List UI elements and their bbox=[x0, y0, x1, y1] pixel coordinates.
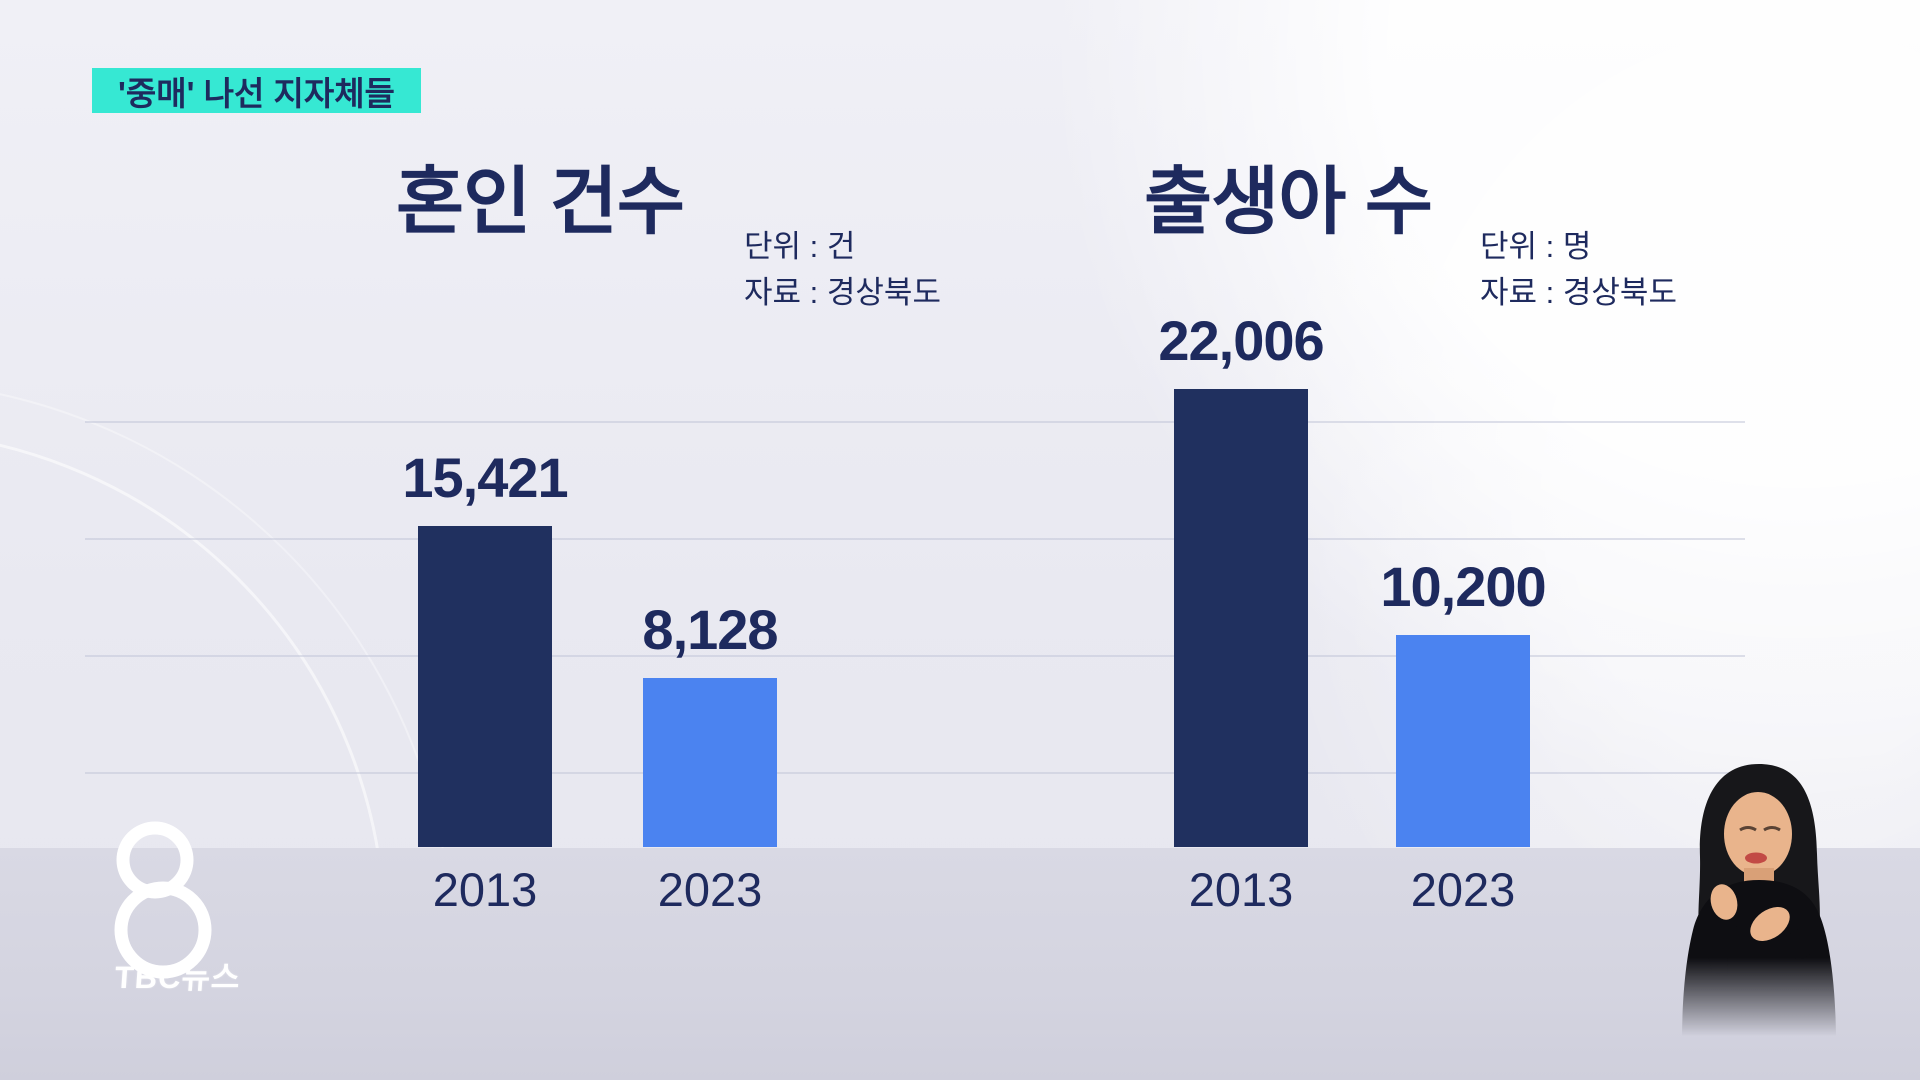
unit-label: 단위 : 명 bbox=[1480, 229, 1592, 264]
bar-value-label: 22,006 bbox=[1158, 309, 1324, 372]
gridline bbox=[85, 538, 1745, 540]
bar-value-label: 10,200 bbox=[1380, 555, 1546, 618]
bar-marriages-2023 bbox=[643, 678, 777, 847]
bar-value-label: 15,421 bbox=[402, 446, 568, 509]
bar-column-births-2013: 22,006 bbox=[1131, 308, 1351, 847]
source-label: 자료 : 경상북도 bbox=[1480, 275, 1677, 310]
bar-marriages-2013 bbox=[418, 526, 552, 847]
unit-label: 단위 : 건 bbox=[744, 229, 856, 264]
interpreter-arm bbox=[1782, 922, 1820, 960]
bar-births-2023 bbox=[1396, 635, 1530, 847]
source-label: 자료 : 경상북도 bbox=[744, 275, 941, 310]
interpreter-body bbox=[1682, 880, 1836, 1042]
interpreter-face bbox=[1724, 792, 1792, 876]
interpreter-hand-open bbox=[1750, 906, 1790, 942]
chart-unit-source-births: 단위 : 명 자료 : 경상북도 bbox=[1480, 224, 1677, 316]
interpreter-hand-fist bbox=[1710, 884, 1738, 920]
interpreter-eye bbox=[1763, 826, 1781, 832]
axis-label-births-2023: 2023 bbox=[1410, 863, 1516, 916]
axis-label-births-2013: 2013 bbox=[1188, 863, 1294, 916]
bar-column-marriages-2013: 15,421 bbox=[375, 445, 595, 847]
gridline bbox=[85, 421, 1745, 423]
tbc-8-logo-icon bbox=[114, 821, 212, 979]
chart-title-marriages: 혼인 건수 bbox=[396, 160, 685, 243]
interpreter-eye bbox=[1739, 826, 1757, 832]
axis-label-marriages-2013: 2013 bbox=[432, 863, 538, 916]
sign-language-interpreter bbox=[1682, 764, 1836, 1042]
gridline bbox=[85, 655, 1745, 657]
axis-label-marriages-2023: 2023 bbox=[657, 863, 763, 916]
bar-column-marriages-2023: 8,128 bbox=[600, 597, 820, 847]
chart-unit-source-marriages: 단위 : 건 자료 : 경상북도 bbox=[744, 224, 941, 316]
interpreter-lips bbox=[1745, 852, 1767, 864]
bar-value-label: 8,128 bbox=[642, 598, 778, 661]
gridline bbox=[85, 772, 1745, 774]
interpreter-arm bbox=[1708, 910, 1738, 976]
bar-births-2013 bbox=[1174, 389, 1308, 847]
bar-column-births-2023: 10,200 bbox=[1353, 554, 1573, 847]
tbc-news-logo-text: TBC뉴스 bbox=[113, 960, 242, 995]
headline-badge-label: '중매' 나선 지자체들 bbox=[118, 74, 395, 112]
chart-title-births: 출생아 수 bbox=[1144, 160, 1433, 243]
background-bottom-band bbox=[0, 848, 1920, 1080]
headline-badge: '중매' 나선 지자체들 bbox=[92, 68, 421, 113]
